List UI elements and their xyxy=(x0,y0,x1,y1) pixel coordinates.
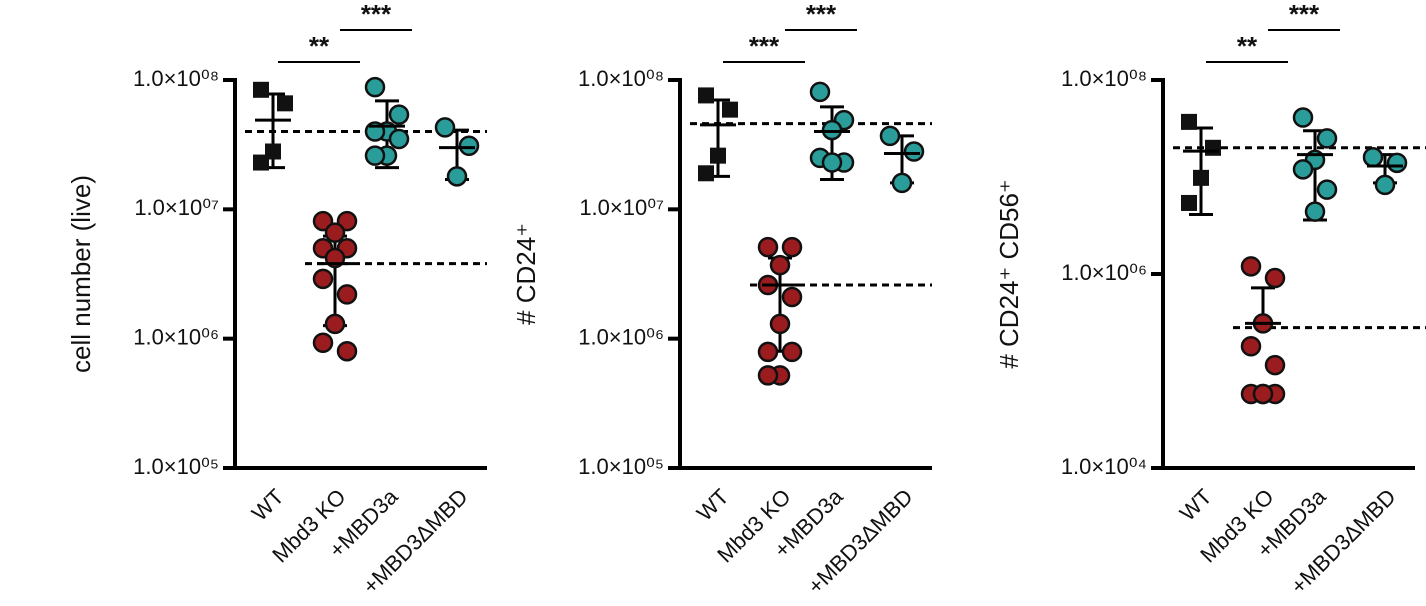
data-point xyxy=(364,145,386,166)
x-tick-label: WT xyxy=(692,484,734,526)
data-point xyxy=(1240,256,1262,277)
significance-label: *** xyxy=(361,0,392,29)
data-point xyxy=(1292,159,1314,180)
y-tick-label: 1.0×10⁰⁷ xyxy=(579,195,664,220)
data-point xyxy=(1264,267,1286,289)
data-point xyxy=(336,284,358,305)
data-point xyxy=(324,313,346,335)
data-point xyxy=(1181,194,1197,211)
data-point xyxy=(324,222,346,243)
data-point xyxy=(757,236,779,258)
data-point xyxy=(879,125,901,147)
y-tick-label: 1.0×10⁰⁸ xyxy=(578,66,664,91)
data-point xyxy=(710,147,726,164)
data-point xyxy=(1240,335,1262,357)
y-axis-label: cell number (live) xyxy=(66,175,96,373)
data-point xyxy=(698,87,714,104)
data-point xyxy=(1181,113,1197,130)
data-point xyxy=(1193,169,1209,186)
data-point xyxy=(336,340,358,362)
data-point xyxy=(312,210,334,232)
data-point xyxy=(809,81,831,103)
data-point xyxy=(757,365,779,386)
y-tick-label: 1.0×10⁰⁶ xyxy=(578,324,664,349)
data-point xyxy=(1316,128,1338,149)
y-tick-label: 1.0×10⁰⁴ xyxy=(1061,454,1147,479)
significance-label: *** xyxy=(749,31,780,61)
data-point xyxy=(722,101,738,118)
data-point xyxy=(1264,354,1286,376)
data-point xyxy=(434,117,456,138)
data-point xyxy=(1374,174,1396,196)
y-tick-label: 1.0×10⁰⁶ xyxy=(133,324,219,349)
data-point xyxy=(1304,201,1326,222)
data-point xyxy=(458,135,480,157)
data-point xyxy=(698,165,714,182)
significance-label: ** xyxy=(1237,31,1258,61)
data-point xyxy=(769,254,791,276)
y-tick-label: 1.0×10⁰⁷ xyxy=(134,195,219,220)
data-point xyxy=(1205,139,1221,156)
data-point xyxy=(277,95,293,112)
significance-label: *** xyxy=(806,0,837,29)
data-point xyxy=(769,313,791,335)
y-tick-label: 1.0×10⁰⁵ xyxy=(578,454,664,479)
y-tick-label: 1.0×10⁰⁵ xyxy=(133,454,219,479)
data-point xyxy=(364,76,386,98)
data-point xyxy=(1252,383,1274,405)
x-tick-label: WT xyxy=(247,484,289,526)
x-tick-label: WT xyxy=(1175,484,1217,526)
data-point xyxy=(903,141,925,162)
data-point xyxy=(821,152,843,173)
data-point xyxy=(388,128,410,150)
data-point xyxy=(336,210,358,232)
data-point xyxy=(1362,146,1384,168)
data-point xyxy=(253,81,269,98)
y-axis-label: # CD24⁺ CD56⁺ xyxy=(994,179,1024,368)
y-tick-label: 1.0×10⁰⁸ xyxy=(133,66,219,91)
significance-label: ** xyxy=(309,31,330,61)
significance-label: *** xyxy=(1289,0,1320,29)
data-point xyxy=(253,154,269,171)
y-tick-label: 1.0×10⁰⁸ xyxy=(1061,66,1147,91)
data-point xyxy=(1292,107,1314,128)
y-axis-label: # CD24⁺ xyxy=(511,223,541,325)
data-point xyxy=(781,341,803,363)
y-tick-label: 1.0×10⁰⁶ xyxy=(1061,260,1147,285)
data-point xyxy=(1316,179,1338,200)
data-point xyxy=(446,166,468,187)
data-point xyxy=(312,332,334,353)
data-point xyxy=(891,172,913,194)
data-point xyxy=(781,286,803,308)
data-point xyxy=(781,236,803,258)
data-point xyxy=(757,341,779,363)
data-point xyxy=(1386,152,1408,174)
data-point xyxy=(388,104,410,125)
data-point xyxy=(312,268,334,290)
